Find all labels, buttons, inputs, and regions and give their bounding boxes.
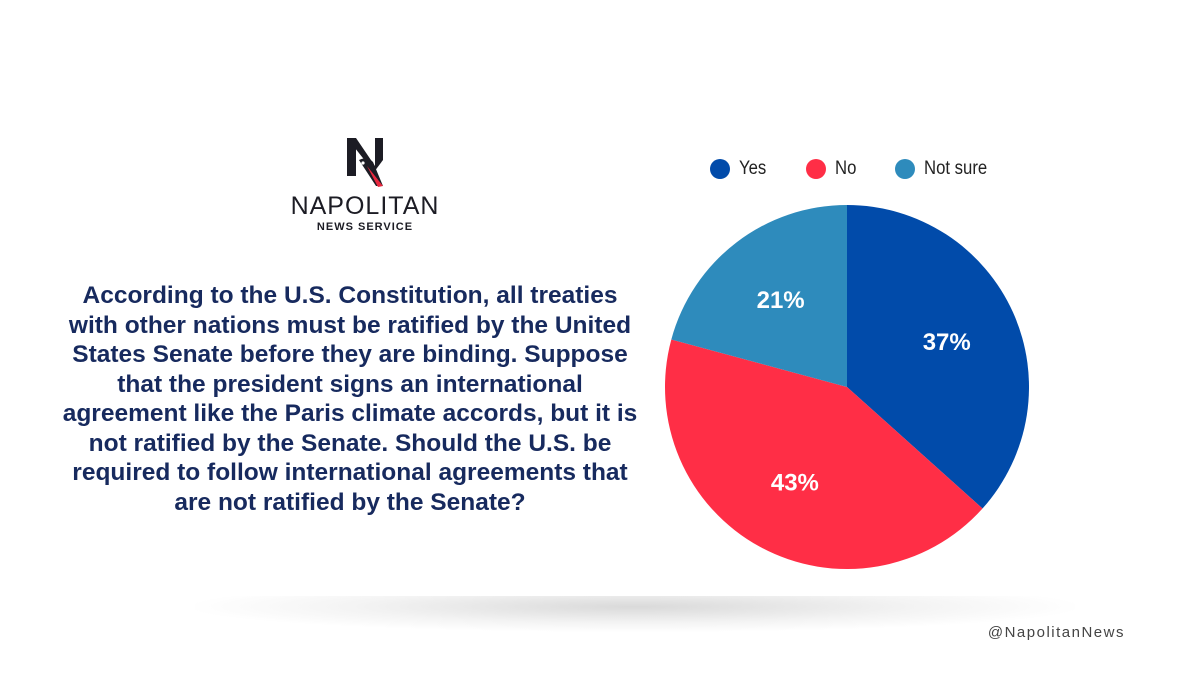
legend-swatch-yes: [710, 159, 730, 179]
chart-legend: Yes No Not sure: [710, 158, 1032, 180]
card-shadow: [195, 596, 1075, 632]
legend-swatch-not-sure: [895, 159, 916, 179]
legend-label-no: No: [835, 158, 857, 179]
napolitan-logo: NAPOLITAN NEWS SERVICE: [270, 136, 460, 234]
napolitan-n-eagle-icon: [347, 138, 383, 187]
legend-item-no: No: [806, 158, 859, 180]
legend-item-not-sure: Not sure: [895, 158, 996, 180]
pie-slice-no: [665, 339, 983, 569]
poll-question: According to the U.S. Constitution, all …: [62, 282, 638, 516]
brand-name: NAPOLITAN: [290, 192, 440, 220]
pie-slice-not-sure: [671, 205, 847, 387]
pie-label-not-sure: 21%: [757, 287, 805, 314]
social-handle: @NapolitanNews: [987, 624, 1125, 641]
pie-slice-yes: [847, 205, 1029, 509]
legend-label-yes: Yes: [739, 158, 767, 179]
legend-item-yes: Yes: [710, 158, 770, 180]
pie-label-no: 43%: [771, 469, 819, 496]
pie-label-yes: 37%: [923, 329, 971, 356]
legend-swatch-no: [806, 159, 826, 179]
legend-label-not-sure: Not sure: [924, 158, 988, 179]
brand-subtitle: NEWS SERVICE: [316, 221, 414, 233]
